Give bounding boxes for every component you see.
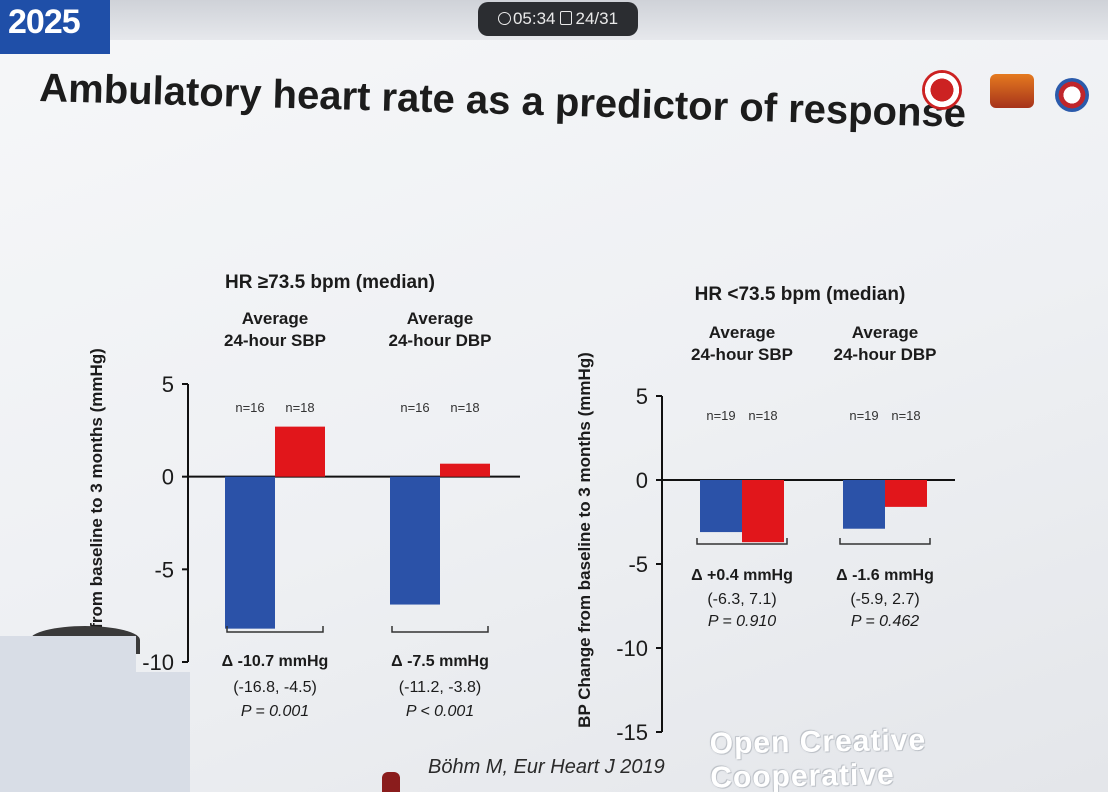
panel-1-title: HR <73.5 bpm (median) [695,284,906,305]
sponsor-logo-2 [990,74,1034,108]
panel-0-title: HR ≥73.5 bpm (median) [225,272,435,293]
panel-0-y-tick-label-1: 0 [162,465,174,490]
panel-1-y-tick-label-4: -15 [616,720,648,745]
panel-1-group-1-ci: (-5.9, 2.7) [850,591,919,608]
panel-0-group-0-label-0: Average [242,309,308,328]
panel-0-group-1-bracket [391,626,489,633]
conference-badge-text: 2025 [8,3,81,41]
panel-1-group-1-n-1: n=18 [891,408,920,423]
panel-1-group-1-n-0: n=19 [849,408,878,423]
panel-1-group-0-bracket [696,538,788,545]
panel-0-group-0-n-0: n=16 [235,400,264,415]
panel-1-y-tick-label-2: -5 [628,552,648,577]
panel-0-group-0-n-1: n=18 [285,400,314,415]
panel-0-group-0-bracket [226,626,324,633]
sponsor-logo-3 [1055,78,1089,112]
panel-1-group-1-bar-0 [843,480,885,529]
panel-1-group-0-label-0: Average [709,323,775,342]
panel-0-group-1-delta: Δ -7.5 mmHg [391,653,489,670]
panel-1-group-0-p: P = 0.910 [708,613,776,630]
panel-1-group-1-label-1: 24-hour DBP [834,345,937,364]
panel-0-group-1-bar-1 [440,463,490,477]
panel-0-y-tick-label-0: 5 [162,372,174,397]
foreground-occluder [0,636,136,792]
slide-icon [559,11,572,25]
panel-0-group-1-label-1: 24-hour DBP [389,331,492,350]
panel-1-group-1-label-0: Average [852,323,918,342]
panel-0-y-label: Change from baseline to 3 months (mmHg) [87,348,106,696]
citation: Böhm M, Eur Heart J 2019 [428,756,665,778]
slide-status-pill: 05:34 24/31 [478,2,638,36]
panel-1-y-tick-label-0: 5 [636,384,648,409]
panel-0-group-0-bar-1 [275,426,325,477]
panel-0-group-0-p: P = 0.001 [241,703,309,720]
panel-0-group-0-delta: Δ -10.7 mmHg [222,653,329,670]
panel-0-group-0-label-1: 24-hour SBP [224,331,326,350]
panel-1-group-0-label-1: 24-hour SBP [691,345,793,364]
panel-0-group-1-label-0: Average [407,309,473,328]
sponsor-logo-1 [922,70,962,110]
slide-counter: 24/31 [575,9,619,28]
clock-icon [497,12,511,25]
panel-1-group-0-bar-1 [742,480,784,543]
panel-0-group-1-p: P < 0.001 [406,703,474,720]
panel-1-group-0-bar-0 [700,480,742,533]
panel-0-y-tick-label-2: -5 [154,557,174,582]
panel-1-y-tick-label-1: 0 [636,468,648,493]
panel-1-group-0-n-1: n=18 [748,408,777,423]
panel-0-group-1-ci: (-11.2, -3.8) [399,679,481,696]
panel-1-group-1-bracket [839,538,931,545]
panel-1-group-0-ci: (-6.3, 7.1) [707,591,776,608]
conference-logo: 2025 [0,0,110,54]
panel-1-group-1-p: P = 0.462 [851,613,919,630]
panel-1-group-0-n-0: n=19 [706,408,735,423]
timer-text: 05:34 [512,9,556,28]
panel-1-y-tick-label-3: -10 [616,636,648,661]
panel-0-group-1-bar-0 [390,476,440,605]
foreground-occluder-2 [130,672,190,792]
panel-1-group-1-bar-1 [885,480,927,507]
panel-1-group-0-delta: Δ +0.4 mmHg [691,567,793,584]
panel-0-y-tick-label-3: -10 [142,650,174,675]
panel-0-group-0-bar-0 [225,476,275,629]
panel-1-y-label: BP Change from baseline to 3 months (mmH… [575,352,594,728]
bottle-cap [382,772,400,792]
watermark: Open Creative Cooperative [709,723,927,792]
panel-1-group-1-delta: Δ -1.6 mmHg [836,567,934,584]
panel-0-group-1-n-1: n=18 [450,400,479,415]
panel-0-group-0-ci: (-16.8, -4.5) [233,679,317,696]
panel-0-group-1-n-0: n=16 [400,400,429,415]
